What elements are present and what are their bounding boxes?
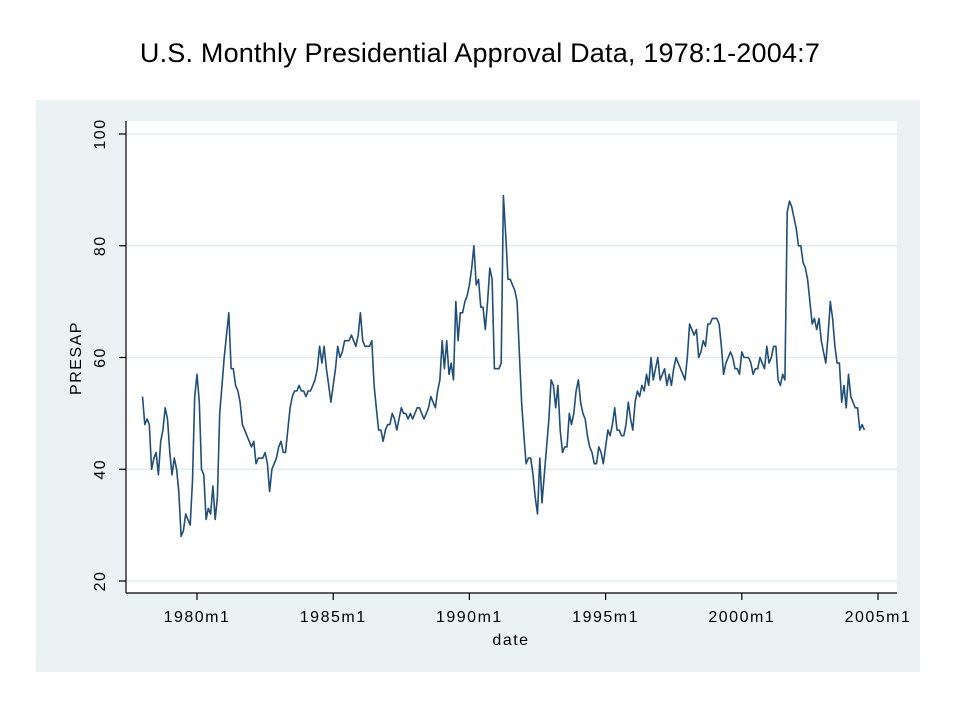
x-tick-label: 1985m1 bbox=[300, 609, 367, 626]
x-axis-label: date bbox=[492, 632, 529, 649]
chart-title: U.S. Monthly Presidential Approval Data,… bbox=[139, 38, 821, 68]
y-tick-label: 80 bbox=[92, 235, 109, 256]
y-tick-label: 40 bbox=[92, 459, 109, 480]
x-tick-label: 1990m1 bbox=[436, 609, 503, 626]
y-axis-label: PRESAP bbox=[68, 321, 85, 395]
y-tick-label: 100 bbox=[92, 118, 109, 149]
approval-series-line bbox=[141, 194, 866, 538]
x-tick-label: 1995m1 bbox=[572, 609, 639, 626]
y-ticks: 20 40 60 80 100 bbox=[92, 118, 126, 591]
y-tick-label: 20 bbox=[92, 571, 109, 592]
x-tick-label: 2005m1 bbox=[845, 609, 912, 626]
x-tick-label: 2000m1 bbox=[708, 609, 775, 626]
y-tick-label: 60 bbox=[92, 347, 109, 368]
x-ticks: 1980m1 1985m1 1990m1 1995m1 2000m1 2005m1 bbox=[164, 593, 912, 626]
x-tick-label: 1980m1 bbox=[164, 609, 231, 626]
